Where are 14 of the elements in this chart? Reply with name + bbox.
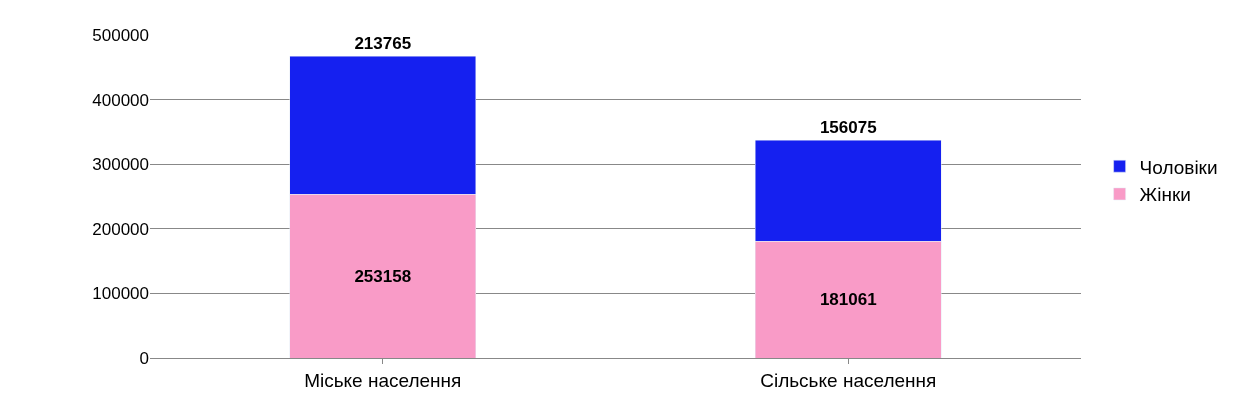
data-label: 213765 [354, 34, 412, 54]
data-label: 156075 [819, 118, 877, 138]
legend-label: Жінки [1139, 184, 1191, 206]
data-label: 253158 [354, 266, 412, 286]
data-label: 181061 [819, 290, 877, 310]
y-tick-label: 200000 [92, 219, 149, 239]
y-tick-label: 0 [139, 348, 149, 368]
x-tick-label: Сільське населення [760, 369, 937, 391]
y-tick-label: 300000 [92, 155, 149, 175]
y-tick-label: 500000 [92, 25, 149, 45]
legend-label: Чоловіки [1139, 156, 1218, 178]
y-tick-label: 100000 [92, 284, 149, 304]
x-tick-label: Міське населення [304, 369, 462, 391]
y-tick-label: 400000 [92, 90, 149, 110]
